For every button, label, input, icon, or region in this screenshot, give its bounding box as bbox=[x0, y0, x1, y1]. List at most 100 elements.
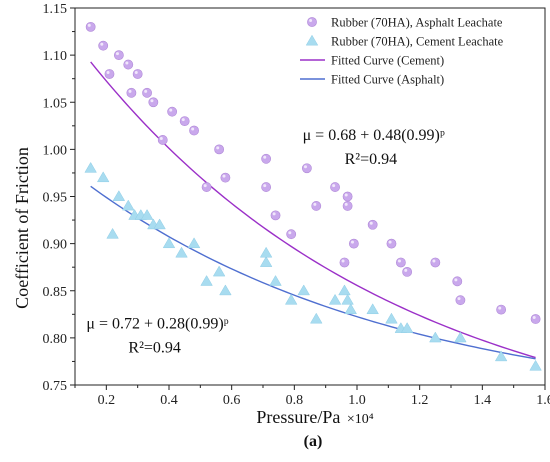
r-squared-label: R²=0.94 bbox=[128, 339, 181, 356]
x-tick-label: 0.4 bbox=[160, 393, 178, 408]
cement-data-point bbox=[454, 331, 467, 343]
cement-data-point bbox=[328, 293, 342, 305]
series-marks bbox=[84, 21, 542, 371]
asphalt-data-point bbox=[157, 135, 168, 145]
y-tick-label: 1.05 bbox=[43, 96, 68, 111]
cement-data-point bbox=[219, 284, 232, 296]
y-tick-label: 1.10 bbox=[43, 49, 68, 64]
legend-label: Fitted Curve (Asphalt) bbox=[331, 73, 444, 87]
y-tick-label: 0.90 bbox=[43, 238, 68, 253]
r-squared-label: R²=0.94 bbox=[345, 151, 398, 168]
cement-data-point bbox=[366, 303, 379, 315]
asphalt-data-point bbox=[455, 295, 466, 306]
asphalt-data-point bbox=[189, 125, 199, 136]
plot-area bbox=[84, 21, 542, 371]
cement-data-point bbox=[529, 359, 542, 371]
asphalt-data-point bbox=[132, 69, 143, 79]
asphalt-data-point bbox=[342, 201, 353, 211]
asphalt-data-point bbox=[270, 210, 281, 221]
y-axis-title: Coefficient of Friction bbox=[12, 147, 32, 309]
x-tick-label: 1.6 bbox=[536, 393, 550, 408]
y-tick-label: 1.15 bbox=[43, 2, 68, 17]
y-tick-label: 0.85 bbox=[43, 285, 68, 300]
cement-data-point bbox=[212, 265, 226, 277]
asphalt-data-point bbox=[179, 116, 190, 126]
asphalt-data-point bbox=[386, 238, 397, 249]
asphalt-data-point bbox=[496, 304, 507, 315]
cement-data-point bbox=[344, 303, 357, 315]
legend-marker-asphalt bbox=[307, 17, 317, 27]
asphalt-data-point bbox=[214, 144, 225, 155]
cement-data-point bbox=[400, 322, 414, 333]
asphalt-data-point bbox=[530, 314, 541, 324]
asphalt-data-point bbox=[142, 87, 152, 98]
asphalt-data-point bbox=[342, 191, 353, 202]
cement-data-point bbox=[106, 227, 119, 239]
x-axis-title: Pressure/Pa ×10⁴ bbox=[256, 407, 373, 427]
asphalt-data-point bbox=[330, 182, 340, 192]
x-axis-title-main: Pressure/Pa bbox=[256, 407, 340, 427]
asphalt-data-point bbox=[301, 163, 312, 174]
cement-data-point bbox=[341, 293, 354, 305]
asphalt-data-point bbox=[348, 238, 359, 249]
cement-data-point bbox=[269, 275, 282, 286]
cement-data-point bbox=[187, 237, 201, 249]
x-tick-label: 1.2 bbox=[411, 393, 429, 408]
asphalt-data-point bbox=[452, 276, 463, 287]
cement-data-point bbox=[84, 161, 97, 173]
cement-data-point bbox=[385, 312, 398, 324]
legend-label: Rubber (70HA), Asphalt Leachate bbox=[331, 16, 503, 30]
annotations: μ = 0.68 + 0.48(0.99)ᵖ R²=0.94 μ = 0.72 + … bbox=[86, 127, 444, 357]
asphalt-data-point bbox=[123, 59, 134, 70]
x-axis-title-suffix: ×10⁴ bbox=[347, 412, 374, 427]
cement-data-point bbox=[338, 284, 351, 296]
x-tick-label: 0.6 bbox=[223, 393, 241, 408]
asphalt-data-point bbox=[402, 266, 413, 277]
fitted-curve-asphalt bbox=[90, 185, 536, 360]
x-tick-label: 1.4 bbox=[474, 393, 492, 408]
y-tick-label: 1.00 bbox=[43, 143, 68, 158]
cement-data-point bbox=[259, 256, 273, 267]
cement-data-point bbox=[200, 275, 213, 286]
asphalt-data-point bbox=[113, 50, 124, 61]
x-tick-label: 1.0 bbox=[348, 393, 366, 408]
cement-data-point bbox=[310, 312, 323, 324]
asphalt-data-point bbox=[430, 257, 441, 268]
fit-equation: μ = 0.72 + 0.28(0.99)ᵖ bbox=[86, 315, 228, 332]
asphalt-data-point bbox=[167, 106, 178, 117]
asphalt-data-point bbox=[367, 219, 378, 230]
legend-label: Fitted Curve (Cement) bbox=[331, 54, 444, 68]
legend: Rubber (70HA), Asphalt Leachate Rubber (7… bbox=[300, 16, 504, 87]
y-tick-label: 0.80 bbox=[43, 332, 68, 347]
cement-data-point bbox=[122, 199, 135, 211]
tick-labels: 0.2 0.4 0.6 0.8 1.0 1.2 1.4 1.6 0.75 0.80 0.85 0.90… bbox=[43, 2, 550, 408]
asphalt-data-point bbox=[261, 153, 272, 164]
axes bbox=[70, 7, 546, 390]
legend-label: Rubber (70HA), Cement Leachate bbox=[331, 35, 504, 49]
asphalt-data-point bbox=[220, 172, 231, 183]
legend-marker-cement bbox=[305, 34, 319, 46]
y-tick-label: 0.95 bbox=[43, 191, 68, 206]
cement-data-point bbox=[494, 350, 508, 362]
x-tick-label: 0.8 bbox=[286, 393, 304, 408]
cement-data-point bbox=[297, 284, 310, 296]
asphalt-data-point bbox=[339, 257, 350, 268]
asphalt-data-point bbox=[201, 182, 212, 192]
panel-label: (a) bbox=[304, 433, 323, 450]
cement-data-point bbox=[259, 246, 273, 258]
asphalt-data-point bbox=[286, 229, 297, 240]
cement-data-point bbox=[153, 218, 166, 230]
cement-data-point bbox=[284, 293, 298, 305]
asphalt-data-point bbox=[126, 87, 137, 98]
asphalt-data-point bbox=[104, 69, 115, 79]
asphalt-data-point bbox=[311, 201, 322, 211]
fit-equation: μ = 0.68 + 0.48(0.99)ᵖ bbox=[303, 127, 445, 144]
asphalt-data-point bbox=[395, 257, 406, 268]
cement-data-point bbox=[175, 246, 188, 258]
y-tick-label: 0.75 bbox=[43, 379, 68, 394]
asphalt-data-point bbox=[85, 21, 96, 32]
cement-data-point bbox=[112, 190, 126, 201]
asphalt-data-point bbox=[148, 97, 159, 108]
x-tick-label: 0.2 bbox=[98, 393, 116, 408]
